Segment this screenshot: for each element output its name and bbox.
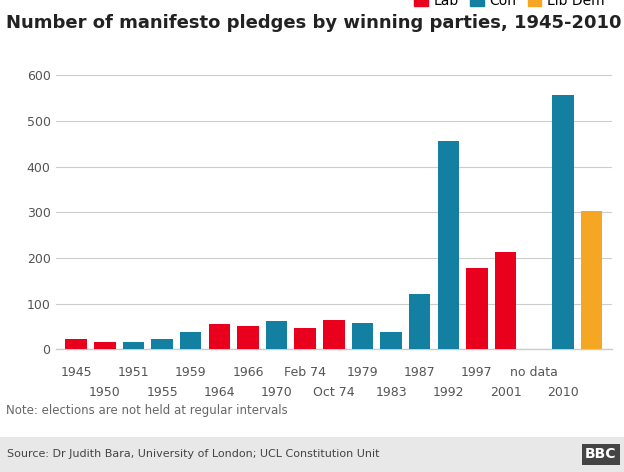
Text: Note: elections are not held at regular intervals: Note: elections are not held at regular … (6, 404, 288, 417)
Bar (152, 339, 173, 349)
Text: Number of manifesto pledges by winning parties, 1945-2010: Number of manifesto pledges by winning p… (6, 14, 622, 32)
Bar (237, 327, 259, 349)
Bar (66, 339, 87, 349)
Text: BBC: BBC (585, 447, 617, 461)
Text: 1987: 1987 (404, 366, 436, 379)
Text: Source: Dr Judith Bara, University of London; UCL Constitution Unit: Source: Dr Judith Bara, University of Lo… (7, 449, 380, 459)
Text: 1964: 1964 (203, 386, 235, 399)
Bar (295, 328, 316, 349)
Bar (352, 323, 373, 349)
Bar (381, 332, 402, 349)
Bar (552, 95, 573, 349)
Bar (466, 269, 488, 349)
Bar (123, 342, 144, 349)
Bar (581, 211, 602, 349)
Legend: Lab, Con, Lib Dem: Lab, Con, Lib Dem (414, 0, 605, 8)
Bar (94, 342, 115, 349)
Bar (180, 332, 202, 349)
Text: 1997: 1997 (461, 366, 493, 379)
Bar (437, 142, 459, 349)
Bar (208, 324, 230, 349)
Text: 2010: 2010 (547, 386, 578, 399)
Text: 1950: 1950 (89, 386, 120, 399)
Bar (323, 320, 344, 349)
Text: 1979: 1979 (347, 366, 378, 379)
Bar (409, 294, 431, 349)
Bar (495, 253, 516, 349)
Text: 1955: 1955 (146, 386, 178, 399)
Bar (266, 321, 287, 349)
Text: Oct 74: Oct 74 (313, 386, 354, 399)
Text: 1959: 1959 (175, 366, 207, 379)
Text: no data: no data (510, 366, 558, 379)
Text: 1992: 1992 (432, 386, 464, 399)
Text: 1951: 1951 (118, 366, 149, 379)
Text: 1983: 1983 (375, 386, 407, 399)
Text: Feb 74: Feb 74 (284, 366, 326, 379)
Text: 2001: 2001 (490, 386, 522, 399)
Text: 1970: 1970 (261, 386, 293, 399)
Text: 1945: 1945 (61, 366, 92, 379)
Text: 1966: 1966 (232, 366, 264, 379)
